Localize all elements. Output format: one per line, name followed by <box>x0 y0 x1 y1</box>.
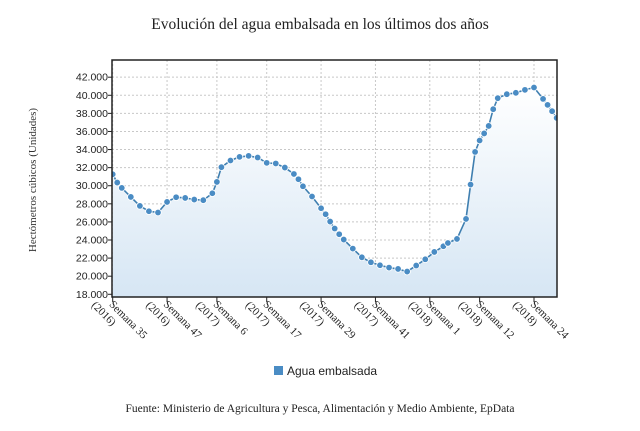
y-tick-label: 22.000 <box>76 253 108 265</box>
data-point <box>208 189 217 197</box>
chart-title: Evolución del agua embalsada en los últi… <box>151 16 489 33</box>
x-tick-label: Semana 29(2017) <box>297 299 358 342</box>
data-point <box>489 105 497 113</box>
area-fill <box>112 87 557 297</box>
data-point <box>235 153 244 161</box>
data-point <box>226 156 235 165</box>
x-tick-label: Semana 24(2018) <box>510 299 571 342</box>
data-point <box>521 86 529 94</box>
data-point <box>113 178 121 187</box>
x-tick-label: Semana 6(2017) <box>193 299 250 338</box>
data-point <box>181 194 189 202</box>
legend: Agua embalsada <box>274 364 377 378</box>
data-point <box>172 193 180 201</box>
y-tick-label: 32.000 <box>76 162 108 174</box>
legend-label: Agua embalsada <box>287 364 377 378</box>
data-point <box>503 90 511 98</box>
data-point <box>308 192 316 201</box>
data-point <box>253 153 262 162</box>
y-tick-label: 18.000 <box>76 289 108 301</box>
data-point <box>543 101 552 109</box>
data-point <box>294 175 303 183</box>
data-point <box>444 239 452 247</box>
source-note: Fuente: Ministerio de Agricultura y Pesc… <box>125 403 515 415</box>
data-point <box>321 210 330 218</box>
data-point <box>163 198 171 206</box>
data-point <box>471 148 479 156</box>
data-point <box>367 258 375 266</box>
data-point <box>127 193 135 201</box>
x-tick-label: Semana 41(2017) <box>352 299 413 342</box>
data-point <box>475 136 484 145</box>
x-tick-label: Semana 35(2016) <box>89 299 150 342</box>
data-point <box>480 129 488 138</box>
data-point <box>539 95 547 103</box>
data-point <box>430 248 439 256</box>
data-point <box>403 267 411 276</box>
x-tick-label: Semana 17(2017) <box>243 299 304 342</box>
data-point <box>394 265 402 273</box>
y-tick-label: 40.000 <box>76 90 108 102</box>
data-point <box>412 261 420 270</box>
data-point <box>145 207 153 215</box>
y-tick-label: 34.000 <box>76 144 108 156</box>
data-point <box>281 163 289 172</box>
data-point <box>385 263 393 272</box>
y-tick-label: 36.000 <box>76 126 108 138</box>
data-point <box>326 217 334 226</box>
data-point <box>199 196 207 204</box>
x-axis: Semana 35(2016) Semana 47(2016) Semana 6(2… <box>89 297 571 342</box>
data-point <box>376 261 384 269</box>
data-point <box>244 152 253 160</box>
data-point <box>217 163 226 171</box>
data-point <box>466 180 475 189</box>
data-point <box>548 107 556 115</box>
data-point <box>530 83 538 92</box>
y-tick-label: 30.000 <box>76 180 108 192</box>
data-point <box>512 89 520 97</box>
data-point <box>462 215 470 223</box>
y-tick-label: 42.000 <box>76 72 108 84</box>
data-point <box>421 255 429 263</box>
x-tick-label: Semana 1(2018) <box>406 299 463 338</box>
data-point <box>484 122 493 130</box>
data-point <box>263 159 271 167</box>
y-tick-label: 26.000 <box>76 216 108 228</box>
data-point <box>290 170 298 178</box>
data-point <box>190 195 198 204</box>
legend-swatch <box>274 366 283 375</box>
data-point <box>349 244 357 253</box>
data-point <box>335 230 343 238</box>
data-point <box>330 224 339 233</box>
data-point <box>317 204 325 212</box>
data-point <box>154 208 162 217</box>
y-tick-label: 24.000 <box>76 235 108 247</box>
y-tick-label: 20.000 <box>76 271 108 283</box>
data-point <box>340 235 348 244</box>
y-axis: 18.000 20.000 22.000 24.000 26.000 28.000 30.0… <box>76 72 112 301</box>
data-point <box>213 178 221 186</box>
data-point <box>453 235 461 243</box>
data-point <box>494 94 502 102</box>
data-point <box>358 253 366 261</box>
x-tick-label: Semana 12(2018) <box>456 299 517 342</box>
y-tick-label: 28.000 <box>76 198 108 210</box>
data-point <box>118 184 126 192</box>
data-point <box>272 159 280 168</box>
data-point <box>136 202 144 210</box>
x-tick-label: Semana 47(2016) <box>143 299 204 342</box>
plot-area-border <box>111 59 558 298</box>
y-axis-label: Hectómetros cúbicos (Unidades) <box>27 108 39 253</box>
y-tick-label: 38.000 <box>76 108 108 120</box>
data-point <box>299 182 307 190</box>
